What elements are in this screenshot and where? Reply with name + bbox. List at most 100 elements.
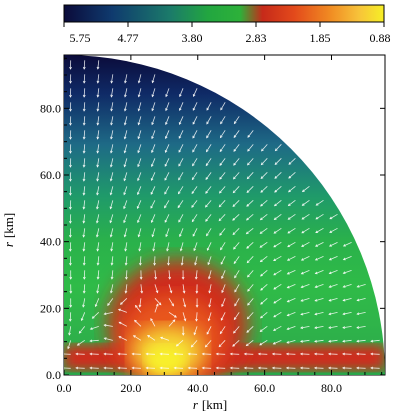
vector-arrow — [81, 312, 86, 321]
vector-arrowhead — [179, 248, 183, 252]
vector-arrow — [206, 102, 212, 111]
vector-arrowhead — [221, 304, 224, 308]
vector-arrowhead — [328, 298, 332, 302]
vector-arrow — [208, 312, 212, 321]
vector-arrow — [287, 227, 296, 234]
vector-arrow — [137, 158, 142, 167]
vector-arrow — [111, 256, 114, 265]
vector-arrow — [206, 242, 212, 251]
vector-arrowhead — [103, 337, 107, 340]
vector-arrowhead — [274, 162, 278, 166]
vector-arrow — [164, 158, 170, 167]
vector-arrowhead — [300, 326, 304, 330]
vector-arrowhead — [314, 326, 318, 329]
vector-arrow — [137, 214, 142, 223]
vector-arrowhead — [193, 248, 197, 252]
vector-arrowhead — [259, 259, 263, 263]
vector-arrowhead — [78, 330, 82, 334]
vector-arrow — [357, 283, 366, 288]
vector-arrowhead — [119, 302, 123, 305]
vector-arrow — [165, 102, 170, 111]
vector-arrowhead — [247, 134, 251, 138]
vector-arrowhead — [118, 336, 122, 339]
vector-arrow — [233, 242, 240, 250]
vector-arrow — [125, 256, 128, 265]
vector-arrow — [193, 326, 198, 335]
vector-arrow — [138, 74, 142, 83]
vector-arrow — [97, 158, 100, 167]
vector-arrow — [205, 200, 212, 208]
vector-arrowhead — [95, 234, 99, 238]
vector-arrowhead — [314, 285, 318, 288]
vector-arrow — [300, 339, 310, 342]
vector-arrow — [97, 102, 100, 111]
vector-arrow — [139, 298, 142, 307]
vector-arrowhead — [165, 108, 168, 112]
vector-arrow — [259, 242, 268, 248]
vector-arrow — [151, 116, 156, 125]
vector-arrowhead — [173, 366, 177, 370]
vector-arrow — [68, 326, 72, 335]
vector-arrowhead — [201, 366, 205, 370]
vector-arrow — [219, 186, 226, 194]
vector-arrow — [138, 102, 142, 111]
vector-arrow — [124, 74, 128, 83]
vector-arrowhead — [233, 135, 237, 139]
vector-arrowhead — [273, 258, 276, 261]
vector-arrowhead — [179, 234, 182, 238]
vector-arrow — [83, 158, 86, 167]
vector-arrow — [246, 256, 254, 263]
vector-arrowhead — [109, 178, 113, 182]
vector-arrow — [315, 297, 324, 302]
vector-arrowhead — [178, 135, 182, 139]
vector-arrowhead — [286, 299, 290, 303]
vector-arrow — [110, 172, 114, 181]
vector-arrowhead — [172, 319, 176, 323]
vector-arrow — [205, 214, 212, 222]
vector-arrowhead — [137, 136, 141, 140]
vector-arrow — [220, 102, 226, 111]
vector-arrowhead — [103, 366, 107, 370]
vector-arrowhead — [124, 248, 128, 252]
vector-arrowhead — [138, 304, 142, 308]
vector-arrow — [138, 242, 142, 251]
vector-arrowhead — [260, 287, 264, 291]
vector-arrowhead — [300, 285, 304, 289]
vector-arrowhead — [192, 107, 196, 111]
vector-arrow — [260, 186, 268, 193]
vector-arrow — [342, 339, 352, 342]
vector-arrowhead — [232, 343, 236, 347]
y-axis-tick-labels: 0.0 20.0 40.0 60.0 80.0 — [40, 101, 61, 382]
vector-arrowhead — [167, 262, 170, 266]
vector-arrow — [315, 255, 324, 261]
vector-arrowhead — [287, 244, 291, 248]
vector-arrowhead — [166, 248, 169, 252]
vector-arrowhead — [123, 122, 127, 126]
vector-arrow — [287, 241, 296, 248]
vector-arrowhead — [82, 220, 86, 224]
vector-arrowhead — [69, 276, 73, 280]
vector-arrowhead — [110, 150, 113, 154]
vector-arrow — [343, 241, 352, 247]
vector-arrowhead — [69, 136, 72, 140]
vector-arrowhead — [110, 122, 113, 126]
vector-arrow — [178, 172, 184, 181]
vector-arrow — [314, 325, 324, 329]
vector-arrow — [195, 312, 198, 322]
vector-arrowhead — [124, 80, 127, 84]
vector-arrowhead — [151, 122, 154, 126]
vector-arrow — [104, 311, 113, 315]
vector-arrowhead — [89, 366, 93, 370]
vector-arrow — [154, 303, 159, 313]
vector-arrow — [119, 321, 128, 327]
vector-arrow — [164, 186, 170, 195]
vector-arrowhead — [124, 262, 128, 266]
vector-arrowhead — [192, 163, 195, 167]
vector-arrow — [192, 144, 198, 153]
vector-arrowhead — [314, 257, 318, 261]
vector-arrowhead — [68, 248, 72, 252]
vector-arrow — [137, 130, 142, 139]
vector-arrow — [83, 284, 86, 294]
vector-arrow — [118, 336, 128, 341]
vector-arrowhead — [232, 176, 236, 180]
